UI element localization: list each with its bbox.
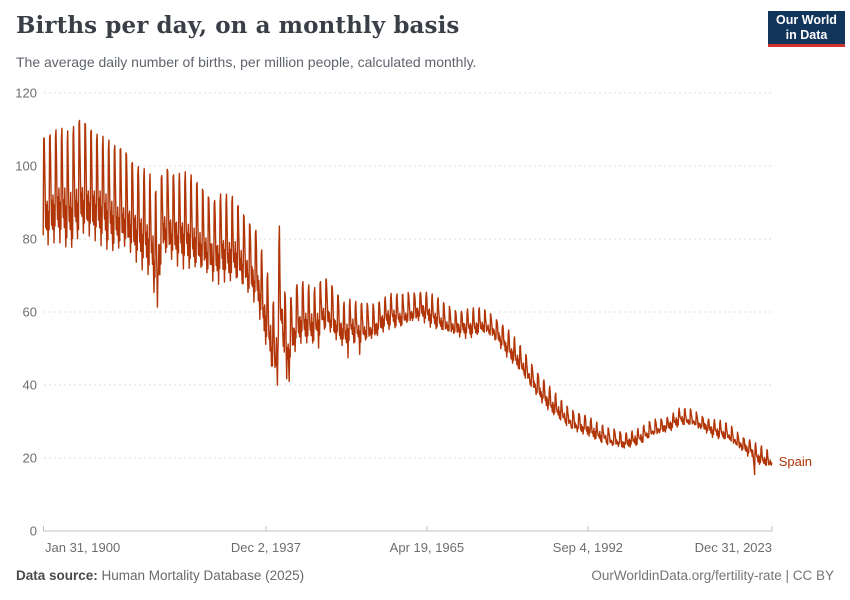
- page-title: Births per day, on a monthly basis: [16, 12, 460, 39]
- x-tick-label: Dec 2, 1937: [231, 540, 301, 555]
- entity-label-spain: Spain: [779, 454, 812, 469]
- x-tick-label: Apr 19, 1965: [390, 540, 464, 555]
- y-tick-label: 60: [23, 305, 37, 320]
- owid-logo: Our World in Data: [768, 11, 845, 47]
- x-tick-label: Dec 31, 2023: [695, 540, 772, 555]
- y-tick-label: 40: [23, 378, 37, 393]
- y-tick-label: 20: [23, 451, 37, 466]
- license-note: OurWorldinData.org/fertility-rate | CC B…: [591, 568, 834, 583]
- owid-logo-line1: Our World: [776, 12, 837, 27]
- data-source-note: Data source: Human Mortality Database (2…: [16, 568, 304, 583]
- x-tick-label: Sep 4, 1992: [553, 540, 623, 555]
- y-tick-label: 120: [15, 86, 37, 101]
- y-tick-label: 80: [23, 232, 37, 247]
- owid-logo-line2: in Data: [785, 27, 828, 42]
- y-tick-label: 0: [30, 524, 37, 539]
- y-tick-label: 100: [15, 159, 37, 174]
- chart-subtitle: The average daily number of births, per …: [16, 54, 477, 70]
- data-source-label: Data source:: [16, 568, 98, 583]
- data-source-value: Human Mortality Database (2025): [97, 568, 305, 583]
- spain-series-line: [42, 119, 773, 476]
- x-tick-label: Jan 31, 1900: [45, 540, 120, 555]
